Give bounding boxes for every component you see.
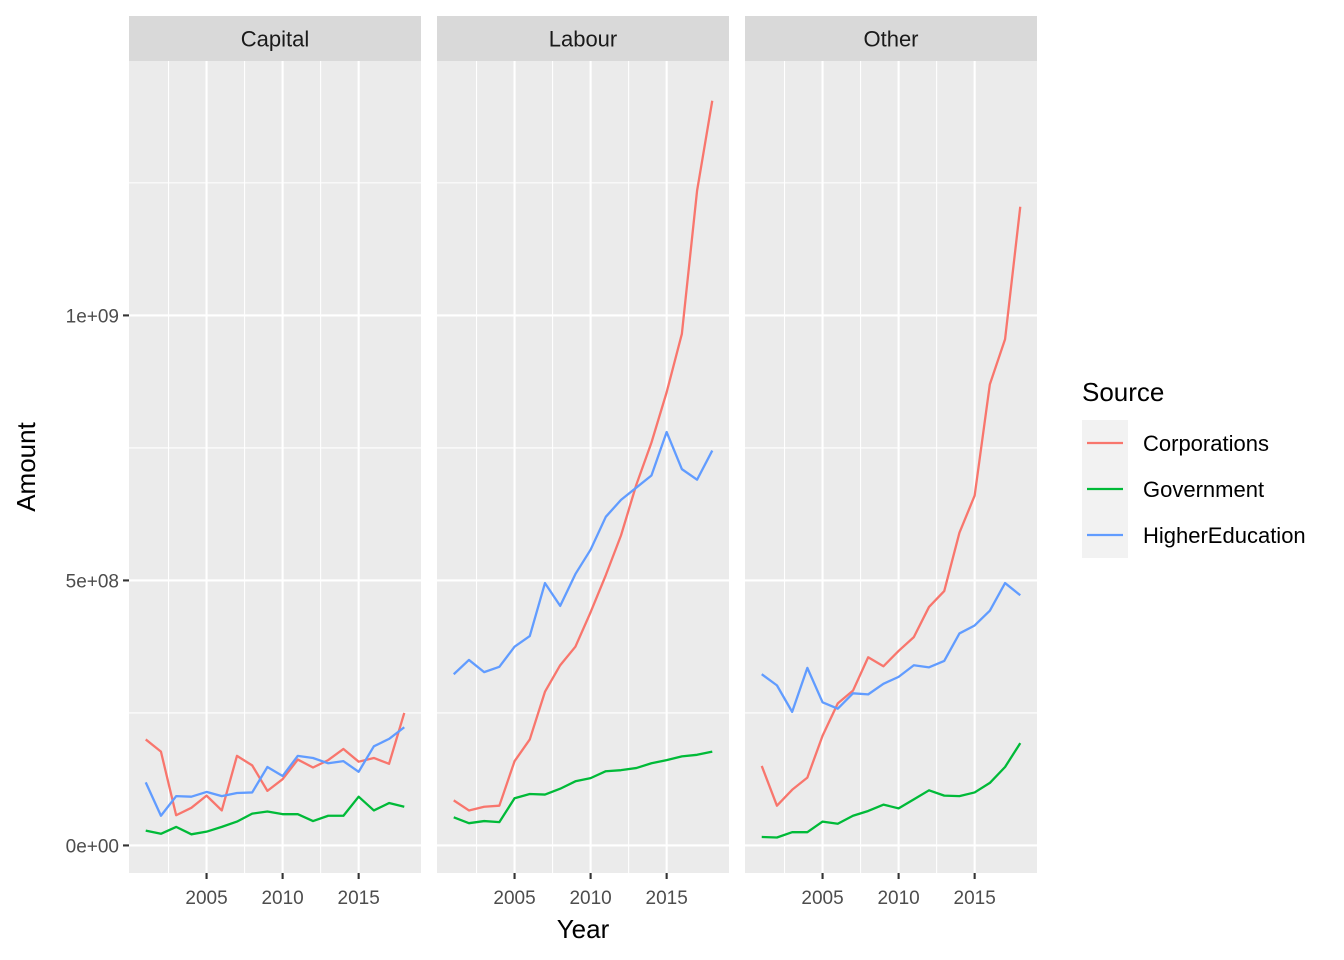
panel-background: [745, 61, 1037, 873]
panel-capital: Capital: [129, 16, 421, 873]
strip-labour: [437, 16, 729, 61]
legend-title: Source: [1082, 377, 1164, 407]
x-tick-label: 2015: [338, 888, 380, 909]
x-tick-label: 2015: [646, 888, 688, 909]
strip-other: [745, 16, 1037, 61]
strip-label-other: Other: [863, 27, 918, 52]
panel-background: [129, 61, 421, 873]
x-tick-label: 2005: [493, 888, 535, 909]
y-tick-label: 1e+09: [66, 306, 119, 327]
legend: Source Corporations Government HigherEduca…: [1082, 377, 1306, 558]
x-tick-label: 2010: [877, 888, 919, 909]
series-line-capital-highereducation: [144, 726, 405, 817]
y-tick-label: 0e+00: [66, 836, 119, 857]
series-line-capital-corporations: [145, 712, 406, 817]
series-line-labour-highereducation: [452, 430, 714, 676]
facet-panels: Capital Labour Other: [129, 16, 1037, 873]
legend-label-highereducation: HigherEducation: [1143, 523, 1306, 548]
x-tick-label: 2010: [569, 888, 611, 909]
legend-keys: Corporations Government HigherEducation: [1082, 420, 1306, 558]
legend-label-corporations: Corporations: [1143, 431, 1269, 456]
x-tick-label: 2005: [801, 888, 843, 909]
series-line-other-government: [761, 742, 1022, 839]
x-axes: 2005 2010 2015 2005 2010 2015 2005 2010 2015: [185, 873, 996, 909]
x-tick-label: 2015: [954, 888, 996, 909]
y-tick-label: 5e+08: [66, 571, 119, 592]
strip-label-labour: Labour: [549, 27, 618, 52]
panel-other: Other: [745, 16, 1037, 873]
legend-label-government: Government: [1143, 477, 1264, 502]
series-line-labour-corporations: [453, 100, 714, 812]
x-tick-label: 2010: [261, 888, 303, 909]
y-axis-title: Amount: [11, 421, 41, 511]
series-line-other-corporations: [760, 206, 1022, 807]
strip-label-capital: Capital: [241, 27, 309, 52]
x-axis-title: Year: [557, 914, 610, 944]
y-axis: 0e+00 5e+08 1e+09: [66, 306, 129, 857]
series-line-capital-government: [145, 795, 405, 836]
series-line-labour-government: [453, 750, 713, 825]
panel-labour: Labour: [437, 16, 729, 873]
series-line-other-highereducation: [761, 581, 1021, 714]
strip-capital: [129, 16, 421, 61]
x-tick-label: 2005: [185, 888, 227, 909]
